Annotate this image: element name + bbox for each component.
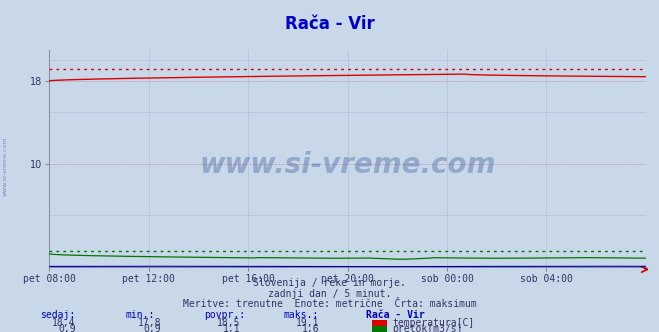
Text: Rača - Vir: Rača - Vir [285, 15, 374, 33]
Text: www.si-vreme.com: www.si-vreme.com [3, 136, 8, 196]
Text: min.:: min.: [125, 310, 155, 320]
Text: 18,4: 18,4 [52, 318, 76, 328]
Text: 0,9: 0,9 [144, 324, 161, 332]
Text: 1,6: 1,6 [302, 324, 320, 332]
Text: pretok[m3/s]: pretok[m3/s] [392, 324, 463, 332]
Text: sedaj:: sedaj: [40, 310, 74, 320]
Text: Slovenija / reke in morje.: Slovenija / reke in morje. [253, 278, 406, 288]
Text: povpr.:: povpr.: [204, 310, 245, 320]
Text: Rača - Vir: Rača - Vir [366, 310, 424, 320]
Text: 1,1: 1,1 [223, 324, 241, 332]
Text: zadnji dan / 5 minut.: zadnji dan / 5 minut. [268, 289, 391, 299]
Text: 17,8: 17,8 [138, 318, 161, 328]
Text: 19,1: 19,1 [296, 318, 320, 328]
Text: 18,5: 18,5 [217, 318, 241, 328]
Text: temperatura[C]: temperatura[C] [392, 318, 474, 328]
Text: Meritve: trenutne  Enote: metrične  Črta: maksimum: Meritve: trenutne Enote: metrične Črta: … [183, 299, 476, 309]
Text: maks.:: maks.: [283, 310, 318, 320]
Text: www.si-vreme.com: www.si-vreme.com [200, 151, 496, 179]
Text: 0,9: 0,9 [58, 324, 76, 332]
